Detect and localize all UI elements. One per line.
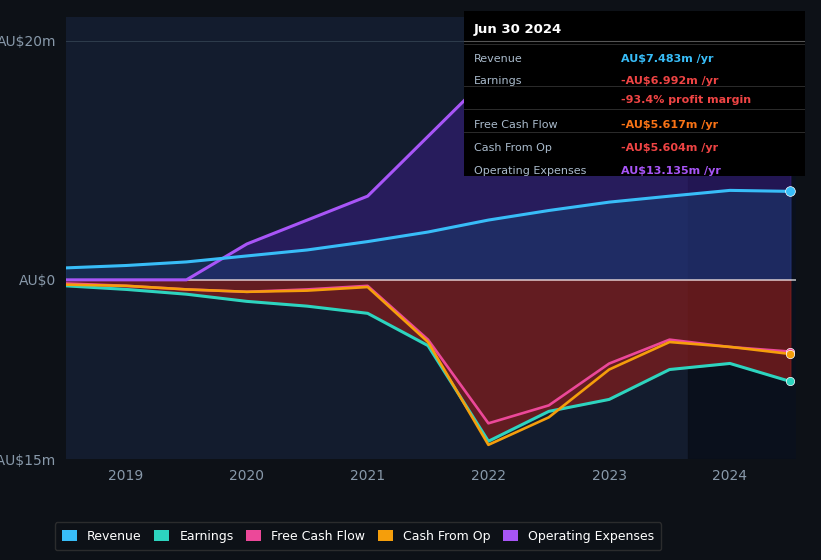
Text: Earnings: Earnings xyxy=(474,76,523,86)
Text: -AU$6.992m /yr: -AU$6.992m /yr xyxy=(621,76,718,86)
Text: -93.4% profit margin: -93.4% profit margin xyxy=(621,95,750,105)
Text: AU$13.135m /yr: AU$13.135m /yr xyxy=(621,166,721,176)
Text: Operating Expenses: Operating Expenses xyxy=(474,166,586,176)
Text: -AU$5.604m /yr: -AU$5.604m /yr xyxy=(621,143,718,153)
Legend: Revenue, Earnings, Free Cash Flow, Cash From Op, Operating Expenses: Revenue, Earnings, Free Cash Flow, Cash … xyxy=(55,522,661,550)
Text: Cash From Op: Cash From Op xyxy=(474,143,552,153)
Text: Revenue: Revenue xyxy=(474,54,523,64)
Text: Free Cash Flow: Free Cash Flow xyxy=(474,120,557,130)
Bar xyxy=(688,17,802,459)
Text: -AU$5.617m /yr: -AU$5.617m /yr xyxy=(621,120,718,130)
Text: AU$7.483m /yr: AU$7.483m /yr xyxy=(621,54,713,64)
Text: Jun 30 2024: Jun 30 2024 xyxy=(474,23,562,36)
